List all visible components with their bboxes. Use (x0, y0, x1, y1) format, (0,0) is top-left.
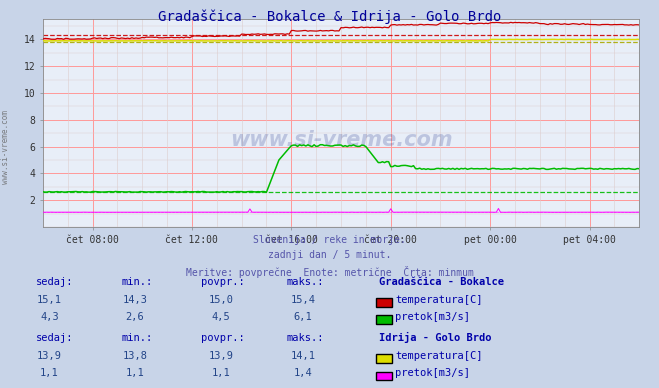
Text: 1,1: 1,1 (212, 368, 230, 378)
Text: 15,1: 15,1 (37, 294, 62, 305)
Text: Slovenija / reke in morje.: Slovenija / reke in morje. (253, 235, 406, 245)
Text: 14,3: 14,3 (123, 294, 148, 305)
Text: min.:: min.: (122, 277, 153, 287)
Text: maks.:: maks.: (287, 333, 324, 343)
Text: pretok[m3/s]: pretok[m3/s] (395, 312, 471, 322)
Text: 2,6: 2,6 (126, 312, 144, 322)
Text: sedaj:: sedaj: (36, 277, 74, 287)
Text: 13,8: 13,8 (123, 351, 148, 361)
Text: 1,1: 1,1 (126, 368, 144, 378)
Text: 1,4: 1,4 (294, 368, 312, 378)
Text: 13,9: 13,9 (208, 351, 233, 361)
Text: www.si-vreme.com: www.si-vreme.com (230, 130, 452, 150)
Text: Gradaščica - Bokalce & Idrija - Golo Brdo: Gradaščica - Bokalce & Idrija - Golo Brd… (158, 10, 501, 24)
Text: Meritve: povprečne  Enote: metrične  Črta: minmum: Meritve: povprečne Enote: metrične Črta:… (186, 266, 473, 278)
Text: 4,5: 4,5 (212, 312, 230, 322)
Text: temperatura[C]: temperatura[C] (395, 294, 483, 305)
Text: 14,1: 14,1 (291, 351, 316, 361)
Text: maks.:: maks.: (287, 277, 324, 287)
Text: 15,4: 15,4 (291, 294, 316, 305)
Text: min.:: min.: (122, 333, 153, 343)
Text: zadnji dan / 5 minut.: zadnji dan / 5 minut. (268, 250, 391, 260)
Text: 13,9: 13,9 (37, 351, 62, 361)
Text: Idrija - Golo Brdo: Idrija - Golo Brdo (379, 333, 492, 343)
Text: pretok[m3/s]: pretok[m3/s] (395, 368, 471, 378)
Text: povpr.:: povpr.: (201, 277, 244, 287)
Text: Gradaščica - Bokalce: Gradaščica - Bokalce (379, 277, 504, 287)
Text: www.si-vreme.com: www.si-vreme.com (1, 111, 10, 184)
Text: povpr.:: povpr.: (201, 333, 244, 343)
Text: 4,3: 4,3 (40, 312, 59, 322)
Text: 1,1: 1,1 (40, 368, 59, 378)
Text: 15,0: 15,0 (208, 294, 233, 305)
Text: 6,1: 6,1 (294, 312, 312, 322)
Text: sedaj:: sedaj: (36, 333, 74, 343)
Text: temperatura[C]: temperatura[C] (395, 351, 483, 361)
